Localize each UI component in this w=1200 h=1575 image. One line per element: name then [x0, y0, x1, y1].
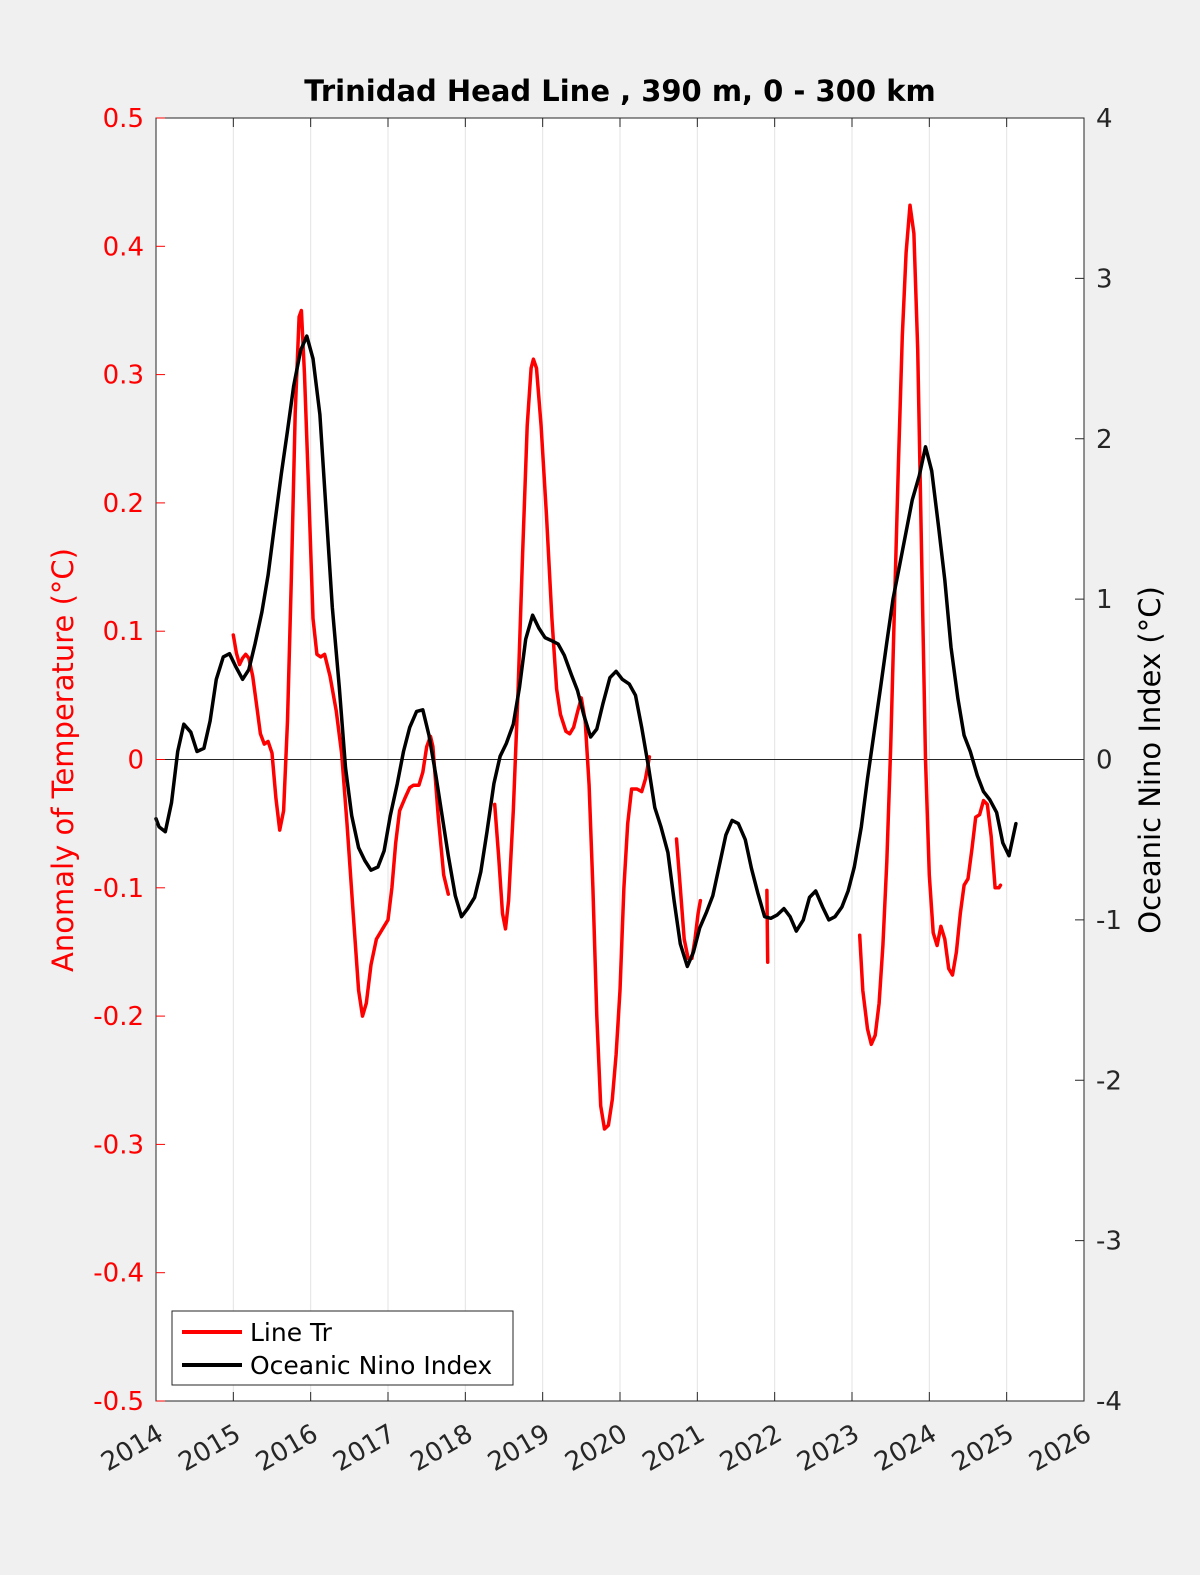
x-tick-label: 2024 — [870, 1419, 942, 1478]
right-tick-label: 1 — [1096, 585, 1113, 615]
series-line-segment-3 — [765, 888, 770, 964]
left-axis-ticks: 0.5 0.4 0.3 0.2 0.1 0 -0.1 -0.2 -0.3 -0.4 -0.5 — [93, 104, 165, 1417]
legend-label-oni: Oceanic Nino Index — [250, 1351, 492, 1380]
chart-title: Trinidad Head Line , 390 m, 0 - 300 km — [304, 74, 935, 108]
x-tick-label: 2017 — [328, 1419, 400, 1478]
x-tick-label: 2026 — [1024, 1419, 1096, 1478]
left-tick-label: 0.5 — [103, 104, 144, 134]
x-tick-label: 2016 — [251, 1419, 323, 1478]
right-tick-label: -3 — [1096, 1227, 1122, 1257]
legend-box — [171, 1310, 514, 1386]
legend-label-line-tr: Line Tr — [250, 1318, 333, 1347]
x-tick-label: 2015 — [174, 1419, 246, 1478]
legend: Line Tr Oceanic Nino Index — [171, 1310, 514, 1386]
left-tick-label: -0.3 — [93, 1130, 144, 1160]
x-tick-label: 2014 — [96, 1419, 168, 1478]
series-line-segment-0 — [154, 334, 1018, 969]
x-tick-label: 2023 — [792, 1419, 864, 1478]
series-line-segment-1 — [492, 357, 652, 1131]
right-tick-label: -1 — [1096, 906, 1122, 936]
x-tick-label: 2020 — [560, 1419, 632, 1478]
x-tick-label: 2025 — [947, 1419, 1019, 1478]
right-tick-label: -4 — [1096, 1387, 1122, 1417]
left-tick-label: -0.2 — [93, 1002, 144, 1032]
x-tick-label: 2018 — [406, 1419, 478, 1478]
right-tick-label: 2 — [1096, 425, 1113, 455]
left-tick-label: 0.3 — [103, 361, 144, 391]
left-tick-label: 0.2 — [103, 489, 144, 519]
left-axis-label: Anomaly of Temperature (°C) — [46, 548, 80, 972]
right-axis-label: Oceanic Nino Index (°C) — [1133, 586, 1167, 934]
right-tick-label: 4 — [1096, 104, 1113, 134]
right-tick-label: -2 — [1096, 1066, 1122, 1096]
left-tick-label: 0.4 — [103, 232, 144, 262]
left-tick-label: 0.1 — [103, 617, 144, 647]
left-tick-label: -0.1 — [93, 874, 144, 904]
series-layer — [154, 203, 1018, 1131]
series-line-segment-4 — [857, 203, 1003, 1047]
x-tick-label: 2019 — [483, 1419, 555, 1478]
left-tick-label: -0.5 — [93, 1387, 144, 1417]
x-tick-label: 2022 — [715, 1419, 787, 1478]
x-tick-label: 2021 — [638, 1419, 710, 1478]
left-tick-label: 0 — [127, 746, 144, 776]
right-tick-label: 0 — [1096, 746, 1113, 776]
left-tick-label: -0.4 — [93, 1259, 144, 1289]
right-axis-ticks: 4 3 2 1 0 -1 -2 -3 -4 — [1075, 104, 1122, 1417]
series-oceanic-nino-index — [154, 334, 1018, 969]
right-tick-label: 3 — [1096, 264, 1113, 294]
series-line-segment-0 — [231, 308, 451, 1018]
